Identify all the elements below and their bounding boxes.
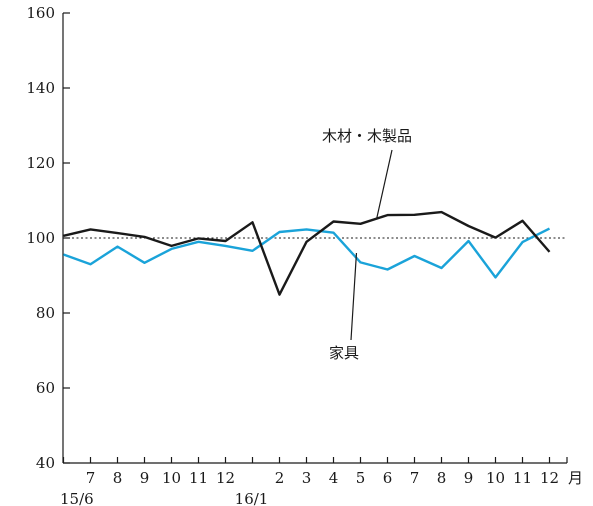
x-tick-label: 11: [189, 469, 208, 487]
x-tick-label: 8: [113, 469, 123, 487]
leader-line-furniture: [350, 252, 358, 341]
x-tick-label: 2: [275, 469, 285, 487]
y-tick-label: 60: [36, 379, 55, 397]
y-tick-label: 100: [26, 229, 55, 247]
y-tick-label: 120: [26, 154, 55, 172]
x-tick-label: 8: [437, 469, 447, 487]
x-tick-label: 3: [302, 469, 312, 487]
x-tick-label: 12: [540, 469, 559, 487]
x-tick-label: 9: [140, 469, 150, 487]
series-line-wood-products: [63, 210, 551, 296]
x-secondary-label: 15/6: [60, 490, 94, 506]
y-tick-label: 140: [26, 79, 55, 97]
x-tick-label: 5: [356, 469, 366, 487]
series-line-furniture: [63, 227, 551, 279]
x-tick-label: 4: [329, 469, 339, 487]
x-tick-label: 7: [410, 469, 420, 487]
leader-line-wood: [376, 149, 393, 219]
x-tick-label: 9: [464, 469, 474, 487]
label-furniture: 家具: [329, 344, 359, 362]
x-tick-label: 7: [86, 469, 96, 487]
label-wood-products: 木材・木製品: [322, 127, 412, 145]
y-tick-label: 80: [36, 304, 55, 322]
series-group: [63, 210, 551, 296]
x-tick-label: 10: [486, 469, 505, 487]
x-tick-label: 6: [383, 469, 393, 487]
y-ticks: 40 60 80 100 120 140 160: [26, 4, 70, 472]
y-tick-label: 160: [26, 4, 55, 22]
x-tick-label: 11: [513, 469, 532, 487]
annotations: 木材・木製品 家具: [322, 127, 412, 362]
y-tick-label: 40: [36, 454, 55, 472]
x-unit-label: 月: [568, 469, 583, 487]
x-secondary-label: 16/1: [235, 490, 269, 506]
x-tick-label: 12: [216, 469, 235, 487]
x-tick-label: 10: [162, 469, 181, 487]
